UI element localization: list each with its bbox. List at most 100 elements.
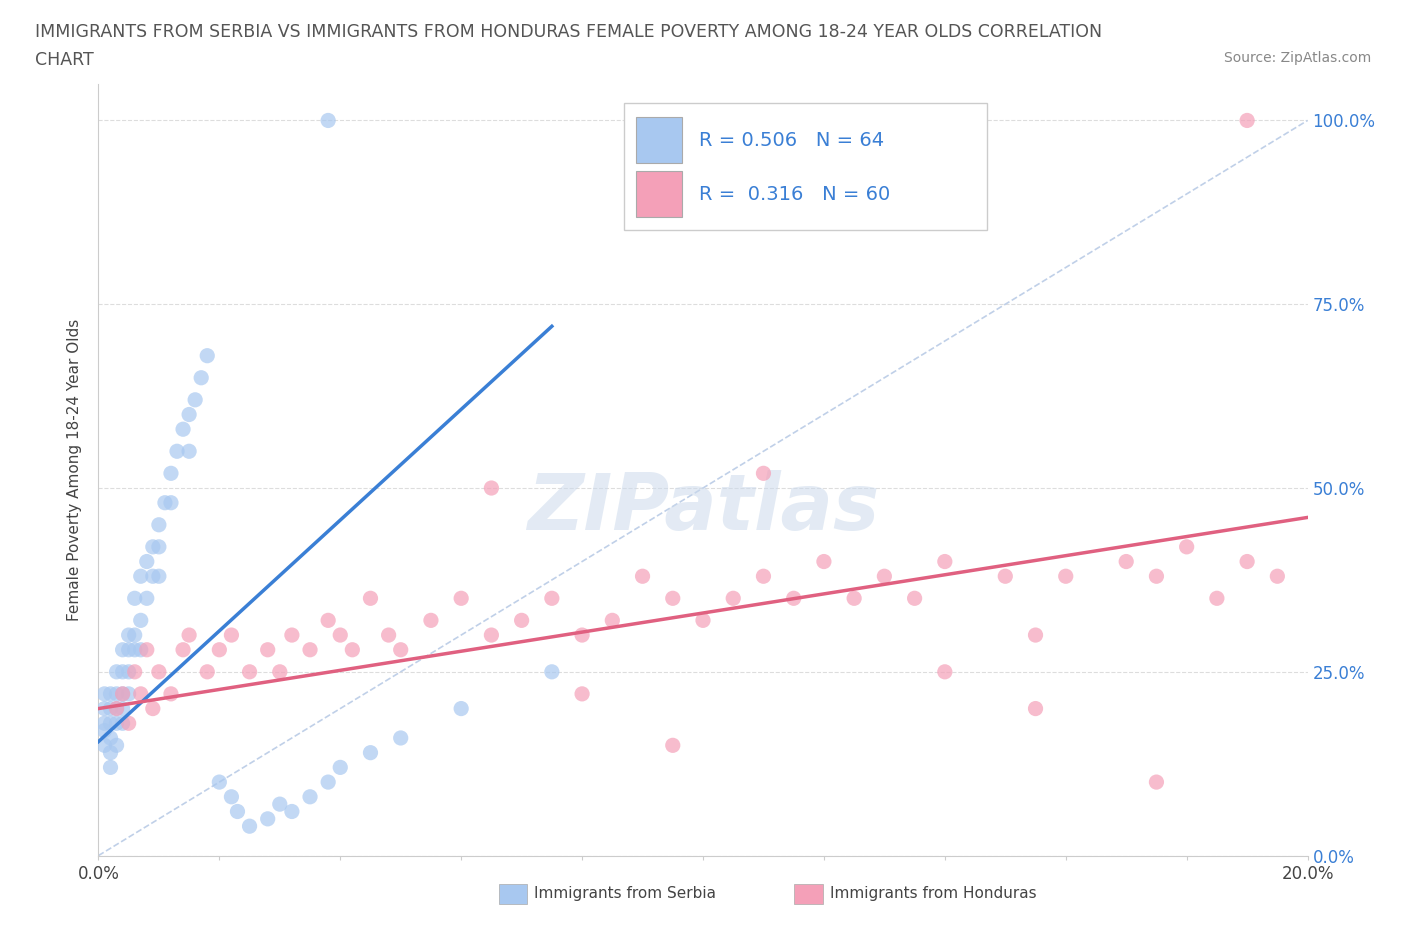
Point (124, 643, 146, 658)
Point (111, 716, 134, 731)
Point (342, 643, 364, 658)
Point (904, 591, 927, 605)
Point (135, 591, 157, 605)
Point (1144, 775, 1167, 790)
Point (93, 701, 115, 716)
Point (160, 496, 183, 511)
Point (631, 172, 654, 187)
Point (111, 643, 134, 658)
Point (281, 804, 304, 819)
Point (269, 797, 291, 812)
Point (1267, 569, 1289, 584)
Point (179, 444, 201, 458)
Point (377, 628, 399, 643)
Point (142, 539, 165, 554)
Text: Source: ZipAtlas.com: Source: ZipAtlas.com (1223, 51, 1371, 65)
FancyBboxPatch shape (637, 117, 682, 163)
Point (256, 811, 278, 826)
Point (118, 686, 141, 701)
Point (124, 591, 146, 605)
Point (160, 466, 183, 481)
Point (450, 591, 472, 605)
Point (160, 686, 183, 701)
Point (118, 716, 141, 731)
Point (208, 775, 231, 790)
Point (153, 496, 176, 511)
Point (135, 643, 157, 658)
Point (93, 737, 115, 752)
Point (105, 701, 128, 716)
Point (1024, 628, 1046, 643)
Point (239, 664, 262, 679)
Point (844, 591, 866, 605)
Y-axis label: Female Poverty Among 18-24 Year Olds: Female Poverty Among 18-24 Year Olds (67, 318, 83, 621)
Point (142, 701, 165, 716)
Point (510, 613, 533, 628)
Point (166, 444, 188, 458)
Point (631, 569, 654, 584)
Point (129, 686, 152, 701)
Point (389, 643, 412, 658)
Point (142, 569, 165, 584)
Point (389, 731, 412, 746)
Point (316, 113, 339, 128)
Point (316, 775, 339, 790)
Point (118, 664, 141, 679)
Point (994, 569, 1017, 584)
Point (100, 716, 122, 731)
Point (111, 701, 134, 716)
Point (934, 554, 956, 569)
Point (1024, 701, 1046, 716)
Point (172, 422, 194, 437)
Text: R =  0.316   N = 60: R = 0.316 N = 60 (699, 184, 890, 204)
Point (571, 628, 593, 643)
Point (299, 790, 322, 804)
Text: IMMIGRANTS FROM SERBIA VS IMMIGRANTS FROM HONDURAS FEMALE POVERTY AMONG 18-24 YE: IMMIGRANTS FROM SERBIA VS IMMIGRANTS FRO… (35, 23, 1102, 41)
Point (1206, 591, 1229, 605)
Text: CHART: CHART (35, 51, 94, 69)
Point (100, 760, 122, 775)
Point (1175, 539, 1198, 554)
Point (111, 686, 134, 701)
Point (783, 591, 806, 605)
Point (105, 701, 128, 716)
Point (481, 481, 503, 496)
Point (100, 731, 122, 746)
Point (184, 392, 207, 407)
Text: Immigrants from Honduras: Immigrants from Honduras (830, 886, 1036, 901)
Point (813, 554, 835, 569)
Point (118, 643, 141, 658)
Point (723, 591, 745, 605)
Point (1236, 113, 1258, 128)
Point (148, 569, 170, 584)
Point (190, 370, 212, 385)
FancyBboxPatch shape (624, 103, 987, 231)
Point (105, 737, 128, 752)
Point (281, 628, 304, 643)
Point (135, 554, 157, 569)
Point (873, 569, 896, 584)
Point (481, 628, 503, 643)
Point (540, 591, 562, 605)
Point (179, 407, 201, 422)
Text: R = 0.506   N = 64: R = 0.506 N = 64 (699, 130, 884, 150)
Point (239, 818, 262, 833)
Point (100, 701, 122, 716)
Point (1236, 554, 1258, 569)
Point (129, 643, 152, 658)
Point (221, 628, 243, 643)
Point (752, 466, 775, 481)
Point (661, 737, 683, 752)
Point (195, 664, 218, 679)
Point (172, 643, 194, 658)
Point (105, 686, 128, 701)
Point (195, 348, 218, 363)
Point (124, 628, 146, 643)
Point (329, 760, 352, 775)
Point (299, 643, 322, 658)
Point (208, 643, 231, 658)
Point (129, 569, 152, 584)
Point (450, 701, 472, 716)
Point (100, 686, 122, 701)
Point (360, 591, 382, 605)
